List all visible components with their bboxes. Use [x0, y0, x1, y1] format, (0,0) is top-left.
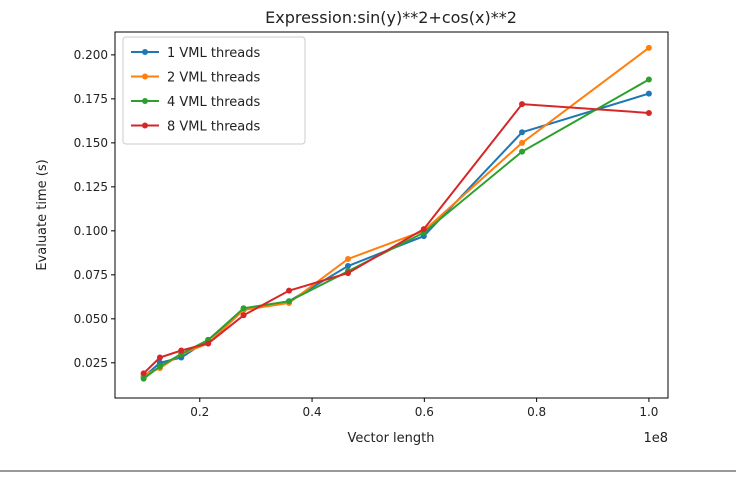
data-point — [240, 312, 247, 319]
data-point — [286, 298, 293, 305]
y-tick-label: 0.200 — [74, 48, 108, 62]
series-3 — [140, 76, 652, 382]
data-point — [344, 255, 351, 262]
data-point — [156, 363, 163, 370]
legend-label: 8 VML threads — [167, 120, 260, 135]
y-tick-label: 0.100 — [74, 224, 108, 238]
y-tick-label: 0.050 — [74, 312, 108, 326]
plot-area-frame — [114, 31, 669, 399]
x-tick-label: 0.2 — [190, 405, 209, 419]
x-tick-label: 0.6 — [415, 405, 434, 419]
series-line — [143, 78, 650, 380]
y-axis-label: Evaluate time (s) — [35, 159, 50, 270]
legend-label: 4 VML threads — [167, 95, 260, 110]
data-point — [519, 148, 526, 155]
y-tick-label: 0.075 — [74, 268, 108, 282]
data-point — [140, 375, 147, 382]
data-point — [205, 340, 212, 347]
y-tick-label: 0.150 — [74, 136, 108, 150]
chart-title: Expression:sin(y)**2+cos(x)**2 — [265, 8, 517, 27]
data-point — [645, 109, 652, 116]
y-tick-label: 0.125 — [74, 180, 108, 194]
data-point — [519, 101, 526, 108]
legend-swatch-marker — [142, 49, 148, 55]
legend: 1 VML threads 2 VML threads 4 VML threads 8… — [122, 36, 306, 145]
y-tick-label: 0.025 — [74, 356, 108, 370]
notebook-cell-border — [0, 470, 736, 472]
data-point — [645, 44, 652, 51]
x-tick-label: 0.8 — [527, 405, 546, 419]
legend-swatch-marker — [142, 73, 148, 80]
x-axis-label: Vector length — [348, 431, 435, 446]
data-point — [140, 370, 147, 377]
data-point — [420, 226, 427, 233]
data-point — [519, 139, 526, 146]
data-point — [178, 347, 185, 354]
data-point — [645, 90, 652, 97]
legend-swatch-marker — [142, 122, 148, 129]
x-offset-label: 1e8 — [643, 431, 668, 446]
data-point — [240, 305, 247, 312]
data-point — [519, 129, 526, 136]
x-tick-label: 1.0 — [639, 405, 658, 419]
series-4 — [140, 101, 652, 377]
data-point — [344, 270, 351, 277]
legend-label: 1 VML threads — [167, 46, 260, 61]
legend-label: 2 VML threads — [167, 71, 260, 86]
data-point — [645, 76, 652, 83]
x-tick-label: 0.4 — [303, 405, 322, 419]
y-tick-label: 0.175 — [74, 92, 108, 106]
data-point — [286, 287, 293, 294]
data-point — [344, 263, 351, 270]
legend-swatch-marker — [142, 98, 148, 104]
series-line — [142, 103, 649, 375]
data-point — [156, 354, 163, 361]
legend-box — [122, 36, 306, 145]
